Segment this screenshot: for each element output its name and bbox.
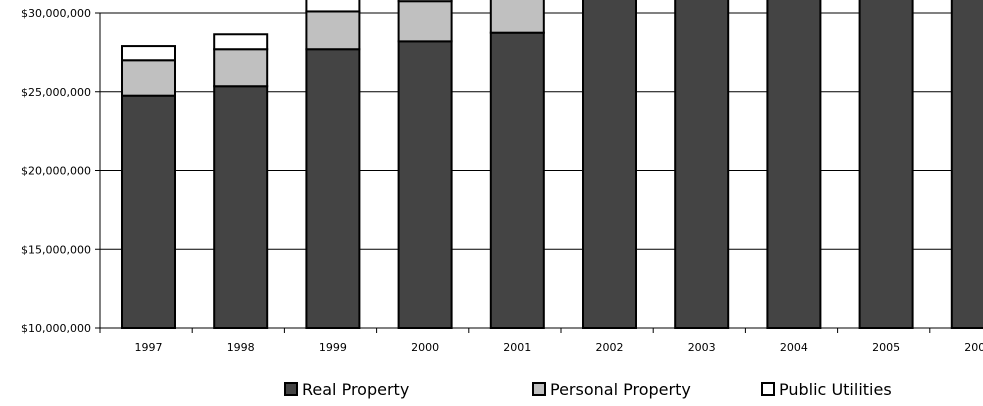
bar-segment-real-property <box>122 96 175 328</box>
bar-segment-real-property <box>399 41 452 328</box>
legend-label: Real Property <box>302 380 409 399</box>
x-tick-label: 2005 <box>872 341 900 354</box>
bar-segment-personal-property <box>399 1 452 41</box>
y-tick-label: $25,000,000 <box>21 86 91 99</box>
x-tick-label: 2000 <box>411 341 439 354</box>
x-tick-label: 1997 <box>135 341 163 354</box>
bar-segment-real-property <box>767 0 820 328</box>
bar-segment-real-property <box>583 0 636 328</box>
x-tick-label: 2002 <box>596 341 624 354</box>
y-tick-label: $30,000,000 <box>21 7 91 20</box>
bar-segment-public-utilities <box>214 34 267 49</box>
x-tick-label: 2004 <box>780 341 808 354</box>
x-tick-label: 2006 <box>964 341 983 354</box>
bar-segment-real-property <box>491 33 544 328</box>
legend: Real Property Personal Property Public Uti… <box>285 380 892 399</box>
x-tick-label: 1999 <box>319 341 347 354</box>
bar-segment-real-property <box>952 0 983 328</box>
bar-segment-public-utilities <box>122 46 175 60</box>
y-tick-label: $10,000,000 <box>21 322 91 335</box>
bar-segment-real-property <box>860 0 913 328</box>
bar-segment-real-property <box>214 86 267 328</box>
bar-segment-public-utilities <box>306 0 359 11</box>
legend-label: Personal Property <box>550 380 691 399</box>
legend-label: Public Utilities <box>779 380 892 399</box>
bar-segment-real-property <box>675 0 728 328</box>
bar-segment-real-property <box>306 49 359 328</box>
legend-swatch <box>762 383 774 395</box>
y-tick-label: $15,000,000 <box>21 243 91 256</box>
legend-swatch <box>285 383 297 395</box>
legend-swatch <box>533 383 545 395</box>
bar-segment-personal-property <box>122 60 175 95</box>
bar-segment-public-utilities <box>399 0 452 1</box>
x-tick-label: 2001 <box>503 341 531 354</box>
bar-segment-personal-property <box>214 49 267 86</box>
y-tick-label: $20,000,000 <box>21 165 91 178</box>
y-tick-labels: $10,000,000 $15,000,000 $20,000,000 $25,000… <box>21 7 91 335</box>
bar-segment-personal-property <box>491 0 544 33</box>
bar-segment-personal-property <box>306 11 359 49</box>
x-tick-label: 2003 <box>688 341 716 354</box>
x-tick-labels: 1997 1998 1999 2000 2001 2002 2003 2004 2005 2006 <box>135 341 983 354</box>
bars <box>122 0 983 328</box>
x-tick-label: 1998 <box>227 341 255 354</box>
